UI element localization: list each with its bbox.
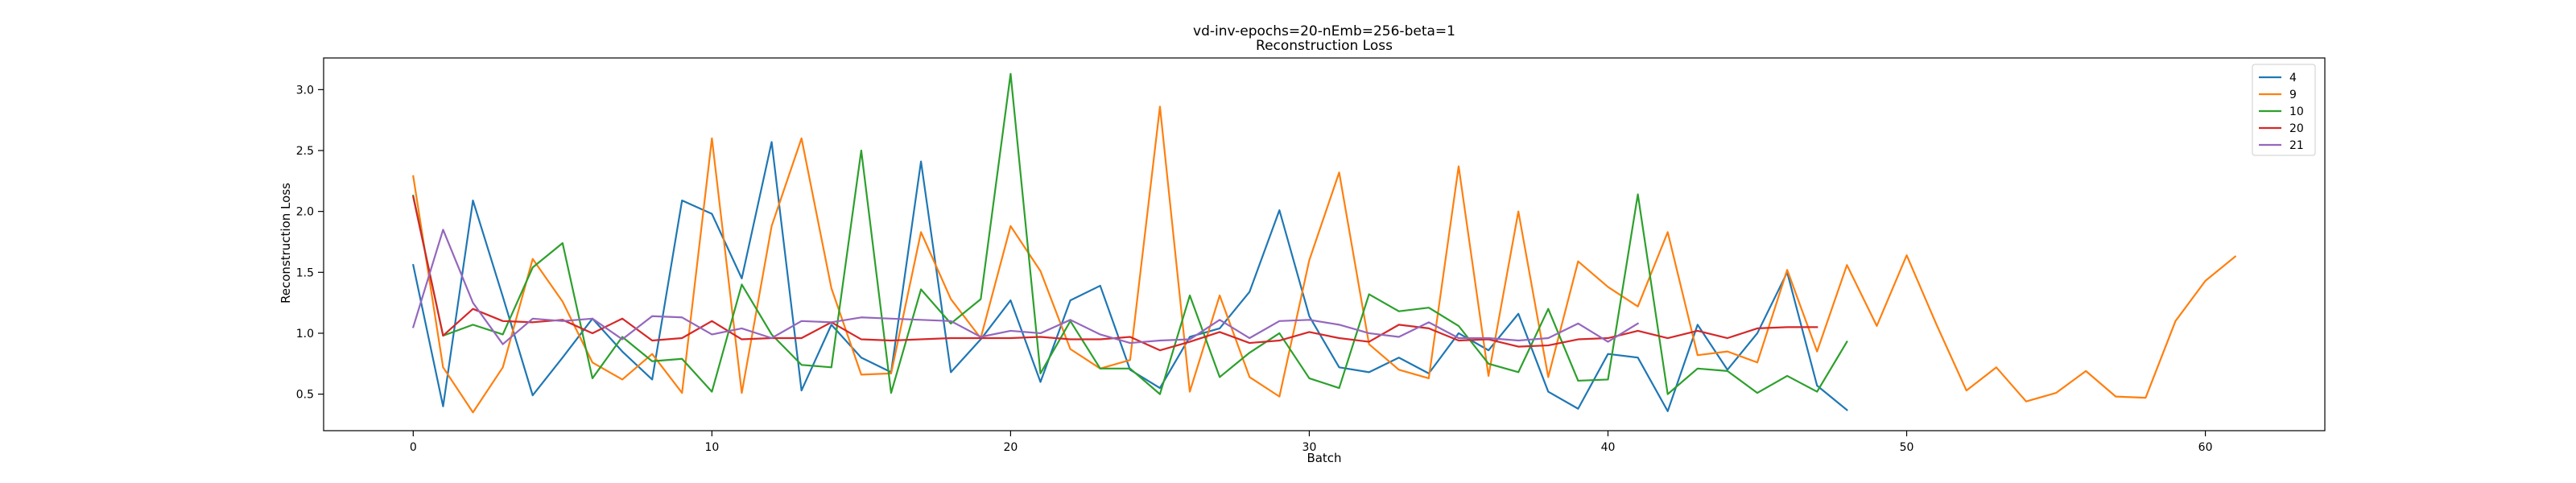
- series-line-4: [412, 141, 1848, 412]
- x-tick-label: 60: [2198, 441, 2213, 454]
- series-line-9: [412, 105, 2237, 414]
- legend-label-21: 21: [2289, 139, 2304, 152]
- x-tick-label: 30: [1302, 441, 1317, 454]
- x-axis-label: Batch: [1307, 451, 1341, 465]
- plot-frame: [323, 57, 2326, 431]
- legend: 4 9 10 20 21: [2252, 64, 2316, 156]
- legend-box: [2252, 64, 2316, 156]
- y-tick-label: 1.0: [296, 328, 314, 341]
- y-axis-label: Reconstruction Loss: [279, 183, 293, 303]
- x-tick-label: 40: [1601, 441, 1616, 454]
- series-group: [411, 72, 2237, 414]
- y-tick-label: 2.0: [296, 206, 314, 219]
- y-tick-label: 2.5: [296, 145, 314, 158]
- x-tick-label: 0: [410, 441, 417, 454]
- x-tick-label: 10: [704, 441, 719, 454]
- x-tick-label: 50: [1900, 441, 1914, 454]
- chart-subtitle: Reconstruction Loss: [1256, 38, 1393, 54]
- legend-label-20: 20: [2289, 122, 2304, 135]
- y-tick-label: 3.0: [296, 84, 314, 97]
- legend-label-4: 4: [2289, 72, 2297, 85]
- y-axis: 0.5 1.0 1.5 2.0 2.5 3.0: [296, 84, 324, 402]
- y-tick-label: 1.5: [296, 266, 314, 279]
- y-tick-label: 0.5: [296, 389, 314, 402]
- legend-label-10: 10: [2289, 105, 2304, 118]
- chart-title: vd-inv-epochs=20-nEmb=256-beta=1: [1193, 23, 1455, 39]
- series-line-21: [411, 229, 1640, 345]
- x-tick-label: 20: [1003, 441, 1018, 454]
- legend-label-9: 9: [2289, 89, 2297, 101]
- x-axis: 0 10 20 30 40 50 60: [410, 431, 2213, 454]
- series-line-10: [412, 72, 1848, 395]
